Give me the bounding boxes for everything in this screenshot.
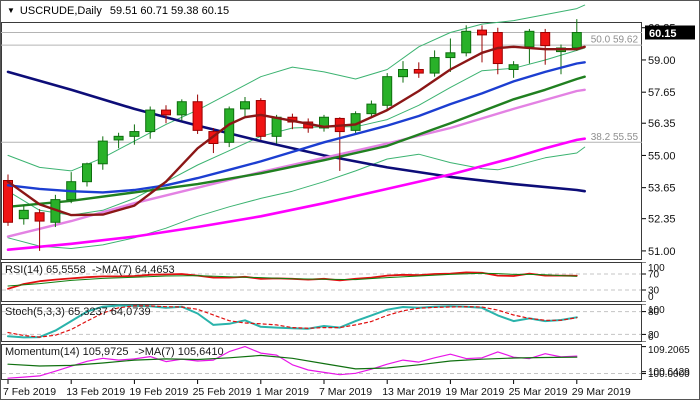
ma-longterm-navy (6, 70, 587, 193)
rsi-ma-line (7, 272, 578, 287)
candle-body (477, 29, 487, 36)
rsi-label: RSI(14) 65,5558 ->MA(7) 64,4653 (5, 264, 175, 276)
ohlc-readout: 59.51 60.71 59.38 60.15 (109, 5, 230, 17)
price-tick-label: 57.65 (648, 87, 676, 99)
momentum-ma-line (7, 354, 578, 370)
candle-body (97, 140, 108, 165)
candle-body (3, 179, 13, 223)
momentum-panel-axis-label: 109.2065 (648, 345, 690, 356)
symbol-dropdown-icon[interactable]: ▼ (7, 6, 15, 15)
rsi-panel-axis-label: 0 (648, 292, 654, 302)
ma-mid-blue (6, 61, 586, 194)
ma-slowest-magenta (6, 137, 587, 251)
candle-body (382, 76, 393, 106)
stochastic-panel-border (1, 304, 642, 342)
candle-body (255, 100, 266, 137)
band-lower-thin-green (7, 146, 586, 249)
candle-body (540, 32, 551, 47)
momentum-panel-axis-label: 100.0000 (648, 369, 690, 380)
price-tick-label: 55.00 (648, 150, 676, 162)
time-tick-label: 1 Mar 2019 (256, 386, 309, 398)
rsi-panel-axis-label: 70 (648, 270, 660, 281)
stoch-k-line (7, 304, 578, 339)
current-price-box (645, 25, 695, 40)
candle-body (192, 101, 203, 131)
time-tick-label: 7 Feb 2019 (3, 386, 56, 398)
candle-body (34, 212, 45, 222)
time-tick-label: 25 Feb 2019 (193, 386, 252, 398)
candle-body (445, 52, 456, 59)
momentum-label: Momentum(14) 105,9725 ->MA(7) 105,6410 (5, 346, 224, 358)
candle-body (508, 64, 519, 71)
ma-slow-green (6, 75, 586, 209)
candle-body (145, 109, 156, 133)
ma-fast-darkred (6, 45, 586, 217)
candle-body (161, 109, 171, 116)
momentum-panel-border (1, 344, 642, 380)
candle-body (176, 101, 187, 116)
stochastic-label: Stoch(5,3,3) 65,3237 64,0739 (5, 306, 151, 318)
time-tick-label: 7 Mar 2019 (319, 386, 372, 398)
stochastic-panel-axis-label: 80 (648, 307, 660, 318)
stochastic-panel-axis-label: 0 (648, 332, 654, 342)
candle-body (413, 69, 424, 74)
candle-body (571, 32, 582, 49)
symbol-timeframe-label: USCRUDE,Daily (19, 5, 102, 17)
candle-body (271, 116, 282, 137)
fib-level-label: 50.0 59.62 (591, 35, 639, 46)
candle-body (524, 30, 535, 48)
stochastic-panel-axis-label: 20 (648, 330, 660, 341)
main-plot-border (1, 22, 642, 260)
candle-body (129, 131, 140, 137)
time-tick-label: 13 Mar 2019 (382, 386, 441, 398)
time-tick-label: 19 Feb 2019 (129, 386, 188, 398)
momentum-panel-axis-label: 100.6429 (648, 367, 690, 378)
ma-slower-violet (6, 88, 586, 238)
stoch-d-line (7, 305, 578, 338)
candle-body (113, 135, 124, 141)
chart-header: ▼ USCRUDE,Daily 59.51 60.71 59.38 60.15 (7, 5, 229, 17)
band-upper-thin-green (7, 4, 586, 172)
stochastic-panel-axis-label: 100 (648, 305, 665, 316)
candle-body (429, 57, 440, 74)
candle-body (240, 101, 250, 110)
candle-body (82, 163, 92, 183)
fib-level-label: 38.2 55.55 (591, 132, 639, 143)
price-tick-label: 59.00 (648, 55, 676, 67)
price-tick-label: 53.65 (648, 183, 676, 195)
time-tick-label: 25 Mar 2019 (509, 386, 568, 398)
rsi-panel-border (1, 262, 642, 302)
candle-body (366, 103, 377, 115)
price-tick-label: 52.35 (648, 214, 676, 226)
candle-body (398, 69, 408, 78)
time-tick-label: 13 Feb 2019 (66, 386, 125, 398)
time-axis[interactable]: 7 Feb 2019 13 Feb 2019 19 Feb 2019 25 Feb 2… (1, 380, 700, 400)
rsi-panel-axis-label: 100 (648, 263, 665, 274)
momentum-line (7, 345, 578, 379)
price-tick-label: 51.00 (648, 246, 676, 258)
time-tick-label: 29 Mar 2019 (572, 386, 631, 398)
current-price-label: 60.15 (649, 28, 677, 40)
time-tick-label: 19 Mar 2019 (445, 386, 504, 398)
candle-body (461, 30, 472, 54)
price-tick-label: 56.35 (648, 118, 676, 130)
candle-body (18, 209, 29, 220)
rsi-panel-axis-label: 30 (648, 286, 660, 297)
